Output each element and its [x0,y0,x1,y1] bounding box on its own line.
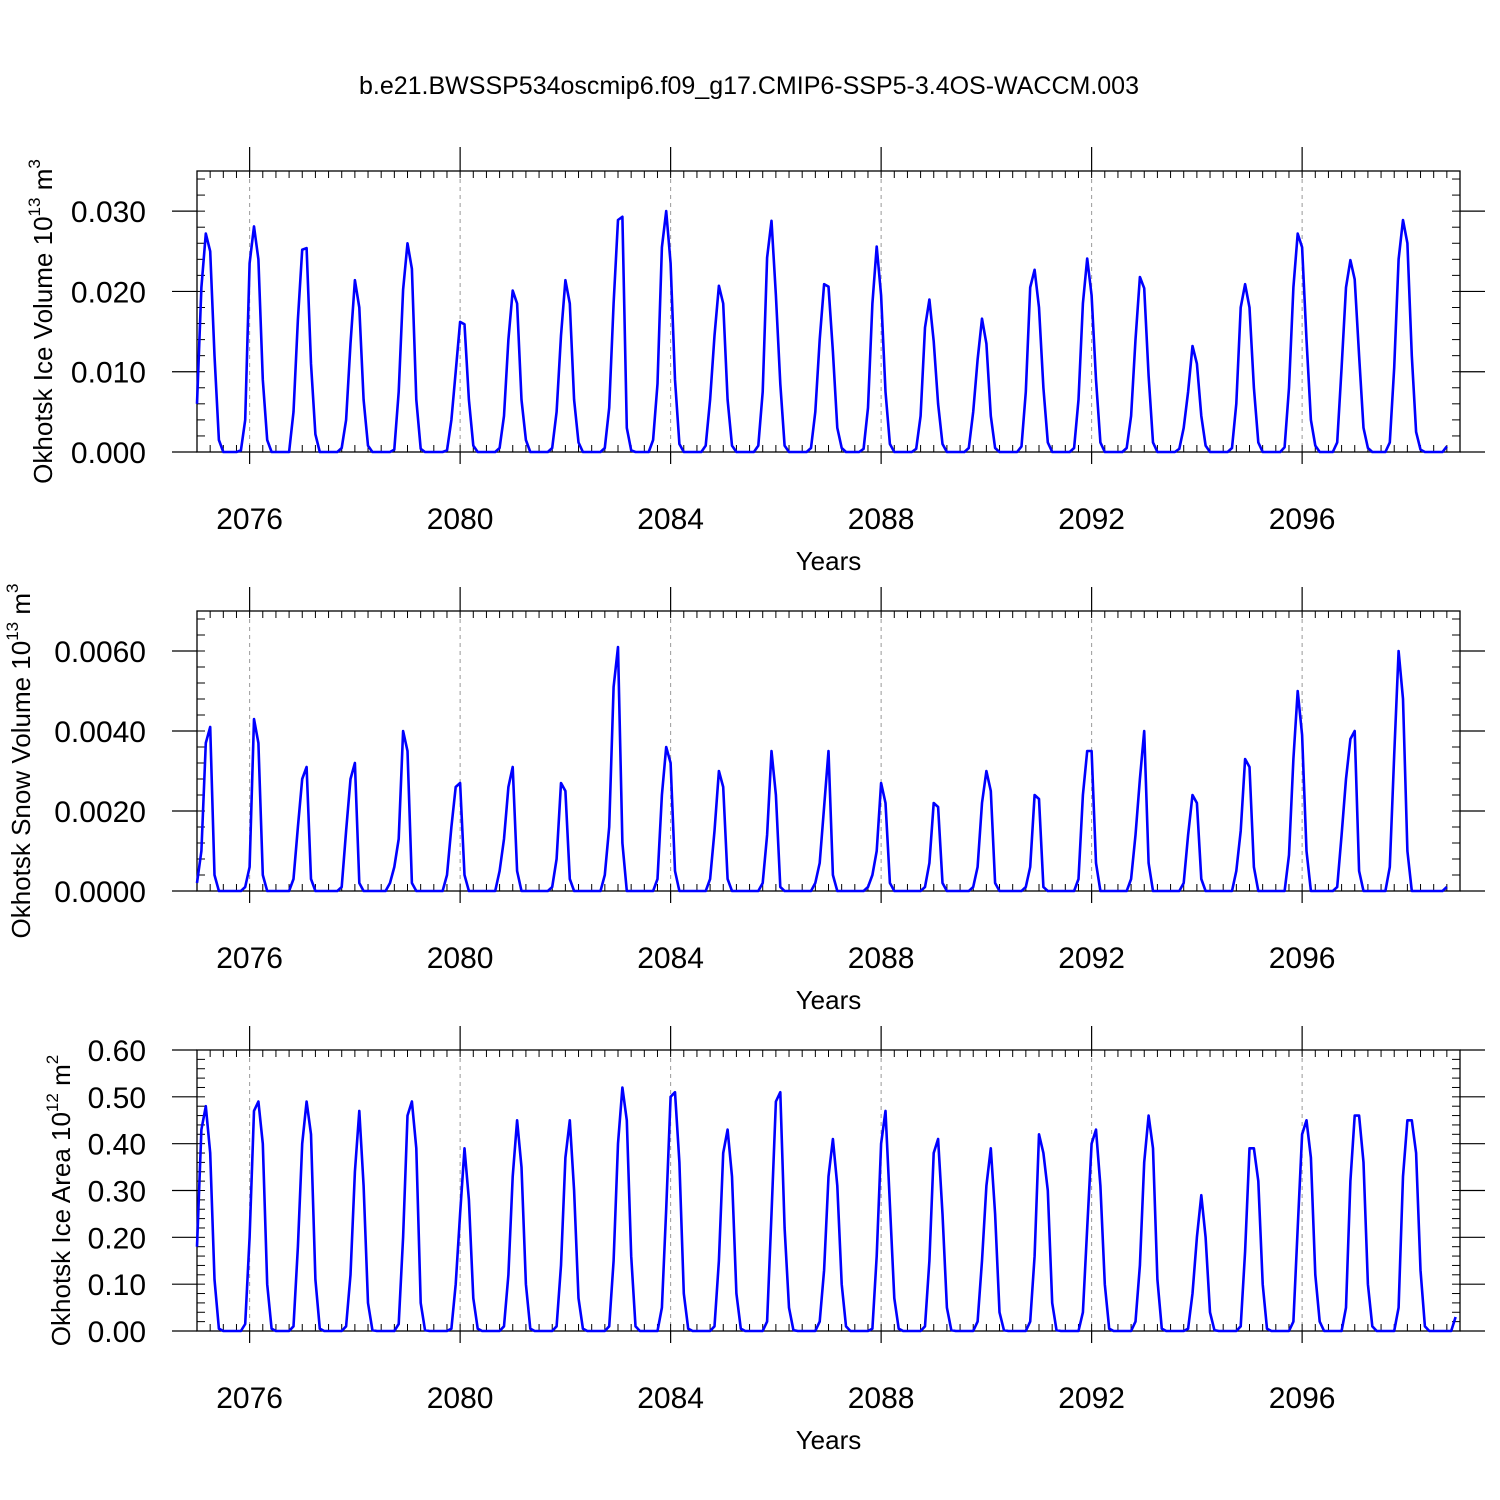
y-axis-title-exponent: 13 [25,198,44,217]
x-tick-label: 2084 [637,942,704,975]
y-tick-label: 0.020 [71,276,146,309]
x-tick-label: 2088 [848,503,915,536]
x-axis-title: Years [796,1425,862,1455]
series-line [195,645,1448,893]
y-axis-title-unit: m [28,169,58,198]
x-tick-label: 2076 [216,1382,283,1415]
x-tick-label: 2096 [1269,1382,1336,1415]
y-tick-label: 0.10 [88,1269,146,1302]
x-tick-label: 2076 [216,503,283,536]
y-tick-label: 0.030 [71,196,146,229]
y-axis-title-exponent: 12 [43,1093,62,1112]
plot-frame [196,610,1461,892]
series-line [195,209,1448,454]
y-axis-title-text: Okhotsk Ice Area 10 [46,1112,76,1346]
y-axis-title-unit: m [6,593,36,622]
y-axis-title-text: Okhotsk Ice Volume 10 [28,216,58,483]
chart-panel-2: 2076 2080 2084 2088 2092 2096 0.0000 0.0020 0.00… [3,584,1485,1015]
x-tick-label: 2080 [427,1382,494,1415]
chart-panel-1: 2076 2080 2084 2088 2092 2096 0.000 0.010 0.020 0… [25,147,1485,576]
series-line [195,1086,1457,1333]
y-axis-title: Okhotsk Ice Volume 1013 m3 [25,159,58,484]
x-tick-label: 2092 [1058,942,1125,975]
chart-panel-3: 2076 2080 2084 2088 2092 2096 0.00 0.10 0.20 0.30… [43,1026,1485,1455]
y-tick-label: 0.0060 [54,636,146,669]
x-tick-label: 2088 [848,942,915,975]
y-tick-label: 0.00 [88,1316,146,1349]
x-tick-label: 2084 [637,503,704,536]
y-tick-label: 0.0020 [54,796,146,829]
y-tick-label: 0.010 [71,357,146,390]
x-tick-label: 2084 [637,1382,704,1415]
x-tick-label: 2096 [1269,942,1336,975]
panels: 2076 2080 2084 2088 2092 2096 0.000 0.010 0.020 0… [3,147,1485,1455]
y-axis-title-text: Okhotsk Snow Volume 10 [6,641,36,939]
x-tick-label: 2076 [216,942,283,975]
y-tick-label: 0.0000 [54,876,146,909]
x-tick-label: 2080 [427,942,494,975]
x-tick-label: 2092 [1058,503,1125,536]
y-tick-label: 0.000 [71,437,146,470]
y-axis-title: Okhotsk Snow Volume 1013 m3 [3,584,36,939]
x-axis-title: Years [796,546,862,576]
x-tick-label: 2092 [1058,1382,1125,1415]
y-axis-title-unit: m [46,1064,76,1093]
y-tick-label: 0.20 [88,1222,146,1255]
y-axis-title-unit-exponent: 2 [43,1055,62,1064]
plot-frame [196,170,1461,453]
x-tick-label: 2088 [848,1382,915,1415]
y-tick-label: 0.60 [88,1035,146,1068]
y-tick-label: 0.30 [88,1176,146,1209]
y-axis-title-unit-exponent: 3 [25,159,44,168]
y-axis-title-unit-exponent: 3 [3,584,22,593]
y-axis-title-exponent: 13 [3,622,22,641]
y-tick-label: 0.50 [88,1082,146,1115]
x-axis-title: Years [796,985,862,1015]
plot-frame [196,1049,1461,1332]
figure-title: b.e21.BWSSP534oscmip6.f09_g17.CMIP6-SSP5… [359,72,1139,100]
y-axis-title: Okhotsk Ice Area 1012 m2 [43,1055,76,1346]
x-tick-label: 2080 [427,503,494,536]
y-tick-label: 0.40 [88,1129,146,1162]
x-tick-label: 2096 [1269,503,1336,536]
y-tick-label: 0.0040 [54,716,146,749]
